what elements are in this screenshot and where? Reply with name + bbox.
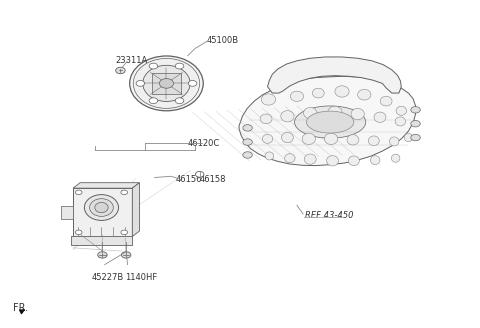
Ellipse shape xyxy=(389,137,399,146)
Circle shape xyxy=(188,80,197,86)
Ellipse shape xyxy=(371,155,380,165)
Circle shape xyxy=(243,125,252,131)
Ellipse shape xyxy=(260,114,272,124)
Ellipse shape xyxy=(304,154,316,164)
Text: 46158: 46158 xyxy=(200,175,226,184)
Polygon shape xyxy=(73,188,132,236)
Circle shape xyxy=(75,230,82,235)
Ellipse shape xyxy=(328,106,342,118)
Ellipse shape xyxy=(302,133,315,145)
Circle shape xyxy=(175,63,184,69)
Ellipse shape xyxy=(261,94,276,105)
Text: REF 43-450: REF 43-450 xyxy=(305,211,354,220)
Polygon shape xyxy=(239,76,416,166)
Polygon shape xyxy=(132,183,139,236)
Text: 46120C: 46120C xyxy=(188,138,220,148)
Ellipse shape xyxy=(348,156,360,166)
Circle shape xyxy=(136,80,144,86)
Circle shape xyxy=(411,134,420,141)
Polygon shape xyxy=(73,183,139,188)
Circle shape xyxy=(97,252,107,258)
Ellipse shape xyxy=(84,195,119,220)
Ellipse shape xyxy=(358,89,371,100)
Circle shape xyxy=(121,252,131,258)
Text: 23311A: 23311A xyxy=(116,56,148,65)
Ellipse shape xyxy=(262,134,273,143)
Circle shape xyxy=(121,230,128,235)
Bar xyxy=(61,206,73,219)
Ellipse shape xyxy=(335,86,349,97)
Ellipse shape xyxy=(351,108,364,120)
Ellipse shape xyxy=(404,133,413,142)
Circle shape xyxy=(195,172,204,177)
Ellipse shape xyxy=(391,154,400,162)
Ellipse shape xyxy=(281,111,294,122)
Text: 45227B: 45227B xyxy=(92,273,124,282)
Circle shape xyxy=(121,190,128,195)
Ellipse shape xyxy=(303,107,317,119)
Polygon shape xyxy=(152,73,180,94)
Ellipse shape xyxy=(295,106,366,138)
Ellipse shape xyxy=(324,133,338,145)
Circle shape xyxy=(149,98,158,104)
Circle shape xyxy=(116,67,125,74)
Ellipse shape xyxy=(143,65,190,101)
Circle shape xyxy=(411,120,420,127)
Circle shape xyxy=(243,139,252,145)
Text: FR.: FR. xyxy=(13,303,28,313)
Bar xyxy=(71,236,132,245)
Ellipse shape xyxy=(380,96,392,106)
Ellipse shape xyxy=(395,117,406,126)
Circle shape xyxy=(411,107,420,113)
Ellipse shape xyxy=(90,199,113,216)
Ellipse shape xyxy=(306,111,354,133)
Ellipse shape xyxy=(290,91,303,101)
Ellipse shape xyxy=(133,58,200,108)
Polygon shape xyxy=(267,57,401,93)
Circle shape xyxy=(243,152,252,158)
Circle shape xyxy=(149,63,158,69)
Ellipse shape xyxy=(285,154,295,163)
Ellipse shape xyxy=(396,106,407,115)
Text: 45100B: 45100B xyxy=(207,36,239,45)
Circle shape xyxy=(75,190,82,195)
Ellipse shape xyxy=(265,152,274,160)
Ellipse shape xyxy=(312,88,324,98)
Ellipse shape xyxy=(347,135,359,145)
Ellipse shape xyxy=(130,56,203,111)
Text: 1140HF: 1140HF xyxy=(125,273,157,282)
Ellipse shape xyxy=(368,136,379,146)
Ellipse shape xyxy=(281,133,293,143)
Circle shape xyxy=(159,78,174,88)
Ellipse shape xyxy=(326,155,338,166)
Ellipse shape xyxy=(95,202,108,213)
Circle shape xyxy=(175,98,184,104)
Ellipse shape xyxy=(374,112,386,122)
Text: 46156: 46156 xyxy=(176,175,203,184)
